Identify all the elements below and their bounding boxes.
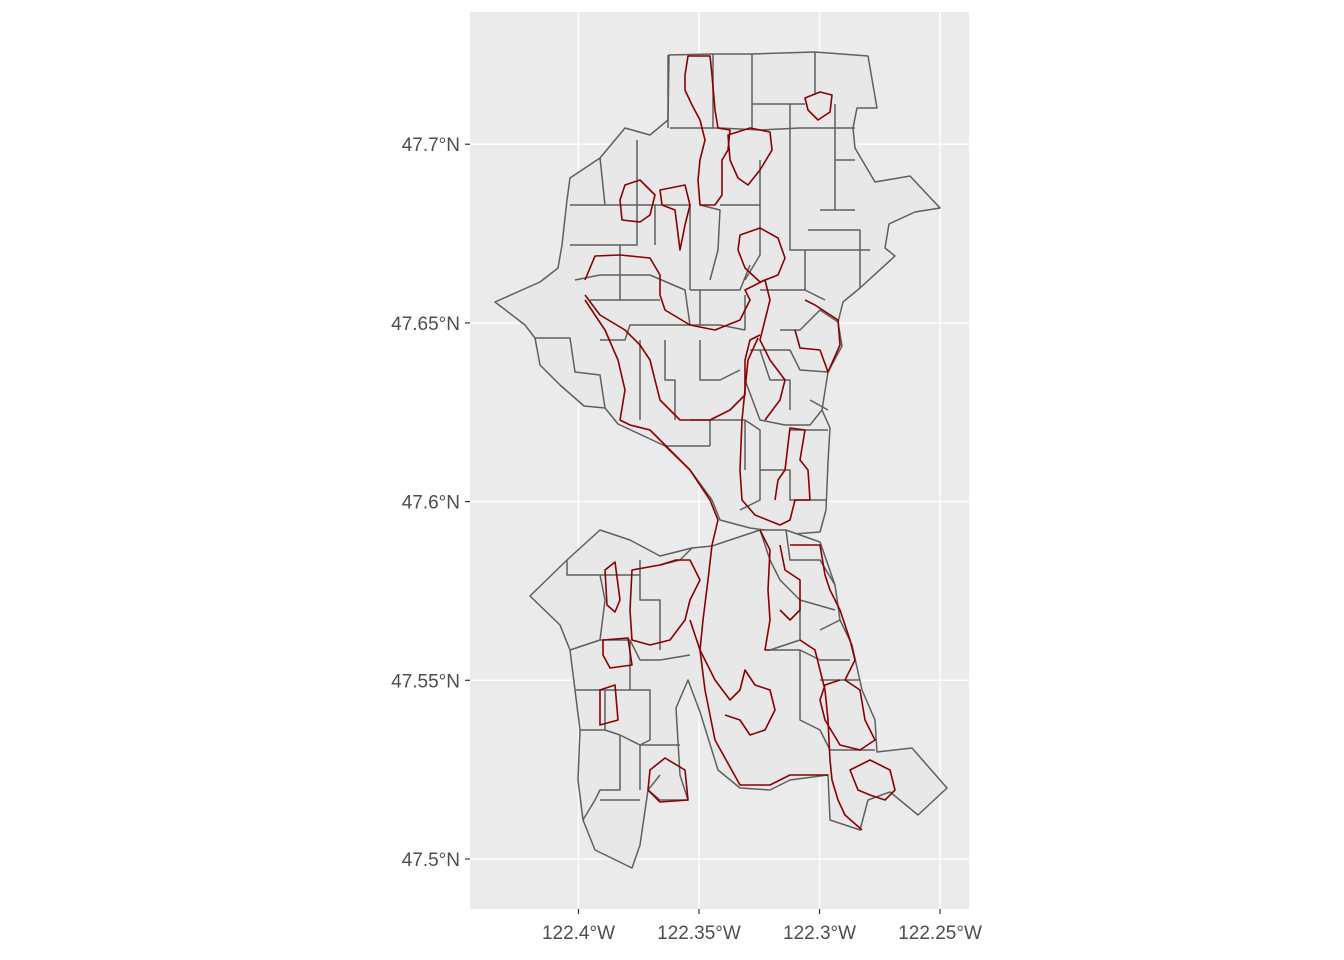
x-tick-label: 122.4°W: [542, 923, 615, 944]
tract-lines-south-c: [759, 529, 875, 751]
highlight-north-cluster-b: [804, 91, 833, 121]
highlight-downtown-east: [739, 337, 811, 526]
highlight-south-park: [647, 757, 689, 803]
tract-lines-south-b: [582, 729, 680, 821]
y-tick-label: 47.7°N: [402, 135, 460, 156]
x-axis: 122.4°W 122.35°W 122.3°W 122.25°W: [542, 909, 982, 944]
x-tick-label: 122.35°W: [657, 923, 741, 944]
city-outline-north: [494, 51, 941, 535]
highlight-south-vertical: [759, 529, 801, 651]
highlight-north-strip: [684, 55, 731, 206]
highlight-rainier-strip: [799, 639, 863, 831]
y-tick-label: 47.6°N: [402, 493, 460, 514]
x-tick-label: 122.25°W: [898, 923, 982, 944]
highlight-ship-canal: [584, 299, 828, 786]
highlight-lake-union: [584, 294, 761, 421]
highlight-north-cluster-d: [659, 184, 691, 251]
highlight-layer: [584, 55, 896, 831]
tract-lines-north-c: [574, 264, 839, 331]
highlight-north-cluster-e: [737, 227, 786, 283]
tract-lines-north-d: [535, 324, 829, 511]
city-outline-south: [529, 529, 948, 869]
x-tick-label: 122.3°W: [783, 923, 856, 944]
highlight-south-east-chain: [790, 544, 876, 751]
highlight-duwamish-industrial: [689, 619, 776, 736]
y-axis: 47.5°N 47.55°N 47.6°N 47.65°N 47.7°N: [391, 135, 470, 871]
y-tick-label: 47.65°N: [391, 314, 460, 335]
highlight-west-seattle-a: [604, 561, 621, 613]
highlight-north-cluster-c: [619, 179, 656, 223]
highlight-north-cluster-a: [727, 127, 773, 186]
highlight-rainier-beach: [849, 759, 896, 801]
highlight-eastside-corridor: [794, 299, 841, 373]
highlight-west-seattle-b: [629, 559, 701, 646]
tract-layer: [494, 51, 948, 869]
y-tick-label: 47.5°N: [402, 850, 460, 871]
highlight-west-seattle-d: [599, 684, 619, 726]
highlight-fremont-band: [584, 254, 786, 421]
highlight-west-seattle-c: [602, 637, 633, 669]
tract-lines-north-b: [570, 140, 870, 300]
y-tick-label: 47.55°N: [391, 671, 460, 692]
